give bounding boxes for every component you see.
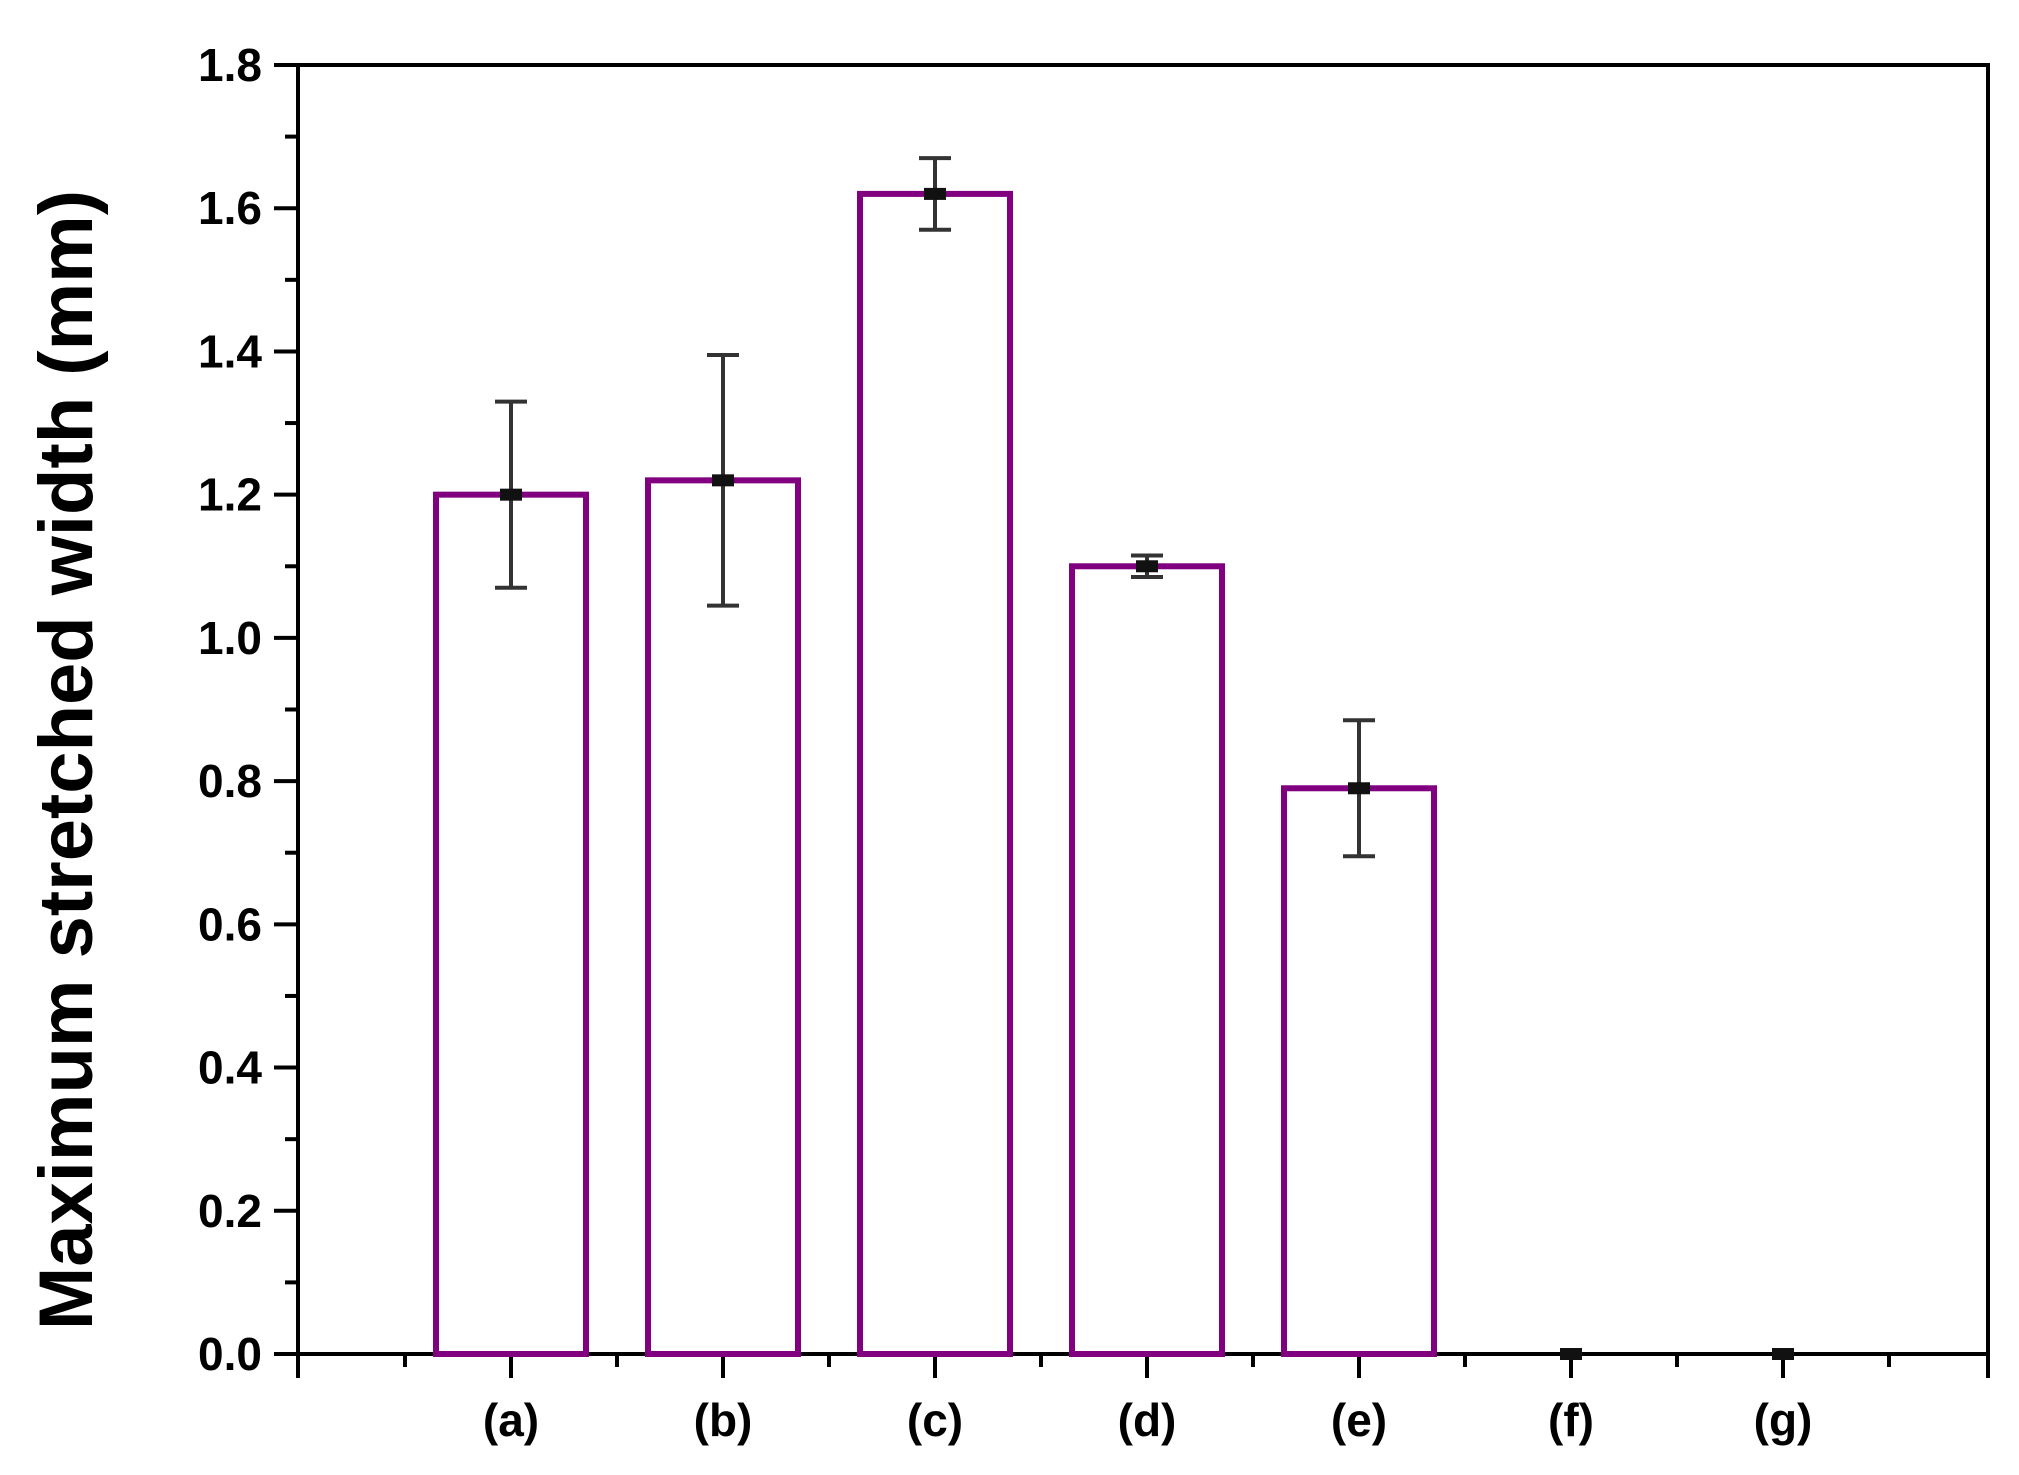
mean-marker	[1348, 782, 1370, 795]
x-tick-label: (a)	[483, 1394, 539, 1446]
x-tick-label: (b)	[694, 1394, 753, 1446]
y-tick-label: 1.4	[198, 325, 262, 377]
y-tick-label: 1.0	[198, 612, 262, 664]
y-tick-label: 0.4	[198, 1042, 262, 1094]
y-tick-label: 0.2	[198, 1185, 262, 1237]
mean-marker	[500, 488, 522, 501]
bar	[1281, 785, 1437, 1357]
mean-marker	[712, 474, 734, 487]
error-bars-layer	[495, 156, 1794, 1360]
x-tick-label: (f)	[1548, 1394, 1594, 1446]
x-tick-label: (g)	[1754, 1394, 1813, 1446]
y-axis-label: Maximum stretched width (mm)	[24, 190, 109, 1330]
x-tick-label: (d)	[1118, 1394, 1177, 1446]
x-tick-label: (c)	[907, 1394, 963, 1446]
y-tick-label: 0.6	[198, 898, 262, 950]
y-tick-label: 1.6	[198, 182, 262, 234]
mean-marker	[1772, 1348, 1794, 1360]
bars-layer	[433, 190, 1437, 1358]
bar	[645, 477, 801, 1358]
bar	[1069, 563, 1225, 1357]
x-tick-label: (e)	[1331, 1394, 1387, 1446]
y-tick-label: 0.8	[198, 755, 262, 807]
mean-marker	[1560, 1348, 1582, 1360]
labels-layer: 0.0 0.2 0.4 0.6 0.8 1.0 1.2 1.4 1.6 1.8 (a) (b) (c) (…	[198, 39, 1812, 1446]
y-tick-label: 1.2	[198, 469, 262, 521]
y-tick-label: 0.0	[198, 1328, 262, 1380]
y-tick-label: 1.8	[198, 39, 262, 91]
bar	[433, 491, 589, 1357]
bar	[857, 190, 1013, 1357]
mean-marker	[1136, 560, 1158, 573]
mean-marker	[924, 187, 946, 200]
